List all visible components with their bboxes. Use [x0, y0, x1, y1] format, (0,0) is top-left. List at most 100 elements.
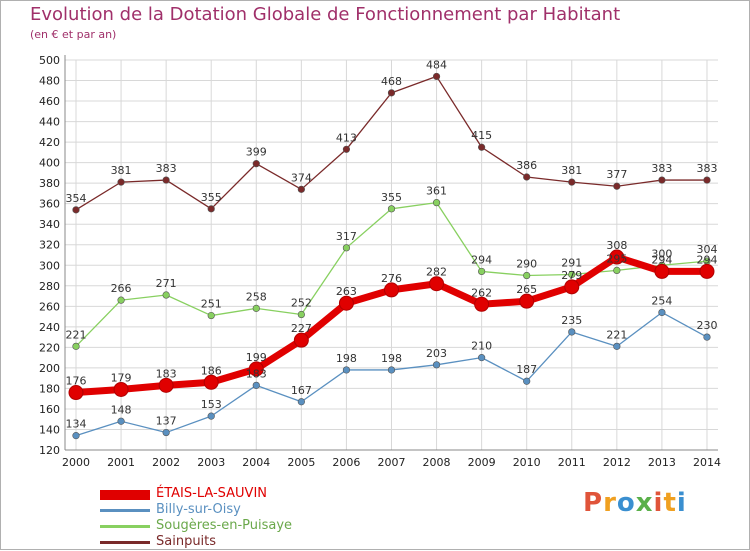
data-point — [429, 276, 445, 292]
data-label: 383 — [651, 162, 672, 175]
data-point — [568, 270, 576, 279]
data-point — [207, 311, 215, 320]
data-label: 148 — [111, 403, 132, 416]
x-tick-label: 2005 — [287, 456, 315, 469]
data-label: 415 — [471, 129, 492, 142]
data-label: 262 — [471, 286, 492, 299]
x-tick-label: 2002 — [152, 456, 180, 469]
y-tick-label: 380 — [39, 177, 60, 190]
data-point — [523, 377, 531, 385]
data-point — [478, 143, 486, 151]
data-label: 355 — [381, 191, 402, 204]
x-tick-label: 2000 — [62, 456, 90, 469]
data-label: 221 — [606, 328, 627, 341]
data-point — [342, 145, 351, 153]
data-label: 304 — [696, 243, 717, 256]
data-label: 399 — [246, 146, 267, 159]
data-point — [207, 412, 215, 420]
data-label: 252 — [291, 297, 312, 310]
data-point — [432, 361, 441, 369]
proxiti-logo: Proxiti — [583, 488, 687, 518]
data-point — [658, 308, 666, 317]
x-tick-label: 2003 — [197, 456, 225, 469]
logo-letter: i — [676, 488, 687, 518]
data-label: 198 — [381, 352, 402, 365]
legend-item: Sainpuits — [100, 535, 340, 551]
x-tick-label: 2001 — [107, 456, 135, 469]
data-point — [113, 381, 129, 397]
y-tick-label: 440 — [39, 116, 60, 129]
x-tick-label: 2012 — [603, 456, 631, 469]
y-tick-label: 160 — [39, 403, 60, 416]
data-point — [252, 381, 260, 389]
data-label: 221 — [66, 328, 87, 341]
x-tick-label: 2011 — [558, 456, 586, 469]
data-point — [613, 182, 621, 190]
legend-swatch — [100, 525, 150, 528]
data-point — [158, 377, 174, 393]
data-label: 199 — [246, 351, 267, 364]
data-point — [252, 304, 260, 312]
data-point — [162, 428, 170, 437]
data-point — [523, 271, 531, 280]
data-label: 386 — [516, 159, 537, 172]
x-tick-label: 2014 — [693, 456, 721, 469]
data-point — [72, 342, 80, 350]
data-point — [68, 385, 84, 401]
data-point — [432, 72, 441, 81]
logo-letter: r — [603, 488, 617, 518]
data-label: 265 — [516, 283, 537, 296]
data-label: 355 — [201, 191, 222, 204]
y-tick-label: 200 — [39, 362, 60, 375]
data-label: 381 — [561, 164, 582, 177]
data-label: 230 — [696, 319, 717, 332]
data-point — [293, 332, 309, 348]
data-point — [117, 417, 125, 425]
data-label: 263 — [336, 285, 357, 298]
data-point — [703, 333, 711, 341]
x-tick-label: 2009 — [468, 456, 496, 469]
data-point — [342, 366, 351, 374]
logo-letter: t — [663, 488, 677, 518]
data-label: 381 — [111, 164, 132, 177]
data-label: 167 — [291, 384, 312, 397]
data-label: 183 — [246, 367, 267, 380]
data-label: 354 — [66, 192, 87, 205]
data-point — [654, 263, 670, 279]
data-label: 383 — [156, 162, 177, 175]
x-tick-label: 2013 — [648, 456, 676, 469]
data-point — [478, 354, 486, 362]
data-label: 187 — [516, 363, 537, 376]
data-label: 383 — [696, 162, 717, 175]
y-tick-label: 500 — [39, 54, 60, 67]
data-point — [658, 176, 666, 184]
data-point — [478, 267, 486, 276]
data-label: 266 — [111, 282, 132, 295]
x-tick-label: 2004 — [242, 456, 270, 469]
data-point — [568, 178, 576, 186]
data-point — [248, 361, 264, 377]
data-label: 235 — [561, 314, 582, 327]
chart-subtitle: (en € et par an) — [30, 28, 117, 41]
data-point — [523, 173, 531, 181]
y-tick-label: 400 — [39, 157, 60, 170]
y-tick-label: 140 — [39, 423, 60, 436]
data-point — [297, 185, 305, 193]
legend-swatch — [100, 509, 150, 512]
chart-title: Evolution de la Dotation Globale de Fonc… — [30, 4, 621, 25]
data-label: 203 — [426, 347, 447, 360]
data-point — [297, 310, 305, 319]
x-tick-label: 2007 — [377, 456, 405, 469]
data-point — [703, 176, 711, 184]
legend-item: ÉTAIS-LA-SAUVIN — [100, 487, 340, 503]
legend-item: Sougères-en-Puisaye — [100, 519, 340, 535]
data-label: 282 — [426, 266, 447, 279]
y-tick-label: 480 — [39, 75, 60, 88]
data-point — [297, 398, 305, 406]
data-point — [72, 432, 80, 440]
logo-letter: i — [653, 488, 664, 518]
data-label: 153 — [201, 398, 222, 411]
data-label: 290 — [516, 258, 537, 271]
legend-label: ÉTAIS-LA-SAUVIN — [156, 486, 268, 501]
